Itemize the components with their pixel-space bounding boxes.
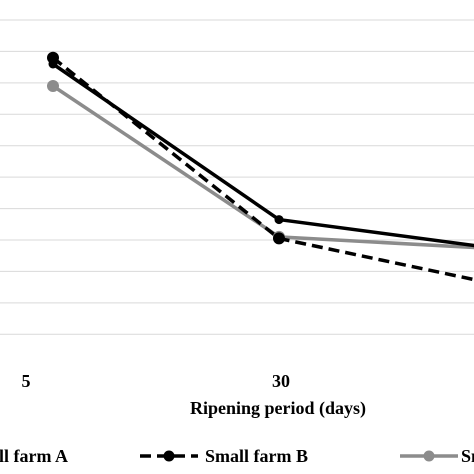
- x-tick-label-30: 30: [272, 371, 290, 391]
- legend-label-small-farm-a: ll farm A: [0, 446, 68, 466]
- legend: ll farm A Small farm B Sm: [0, 446, 474, 466]
- series-1-point-2: [274, 215, 284, 225]
- x-tick-labels: 5 30: [22, 371, 291, 391]
- legend-label-small-farm-c: Sm: [461, 446, 474, 466]
- gridlines: [0, 19, 474, 335]
- legend-marker-small-farm-b: [163, 450, 175, 462]
- x-axis-title: Ripening period (days): [190, 398, 366, 419]
- series-2-line: [51, 56, 474, 282]
- series-1-point-1: [48, 59, 58, 69]
- legend-label-small-farm-b: Small farm B: [205, 446, 308, 466]
- series-2-point-2: [273, 232, 285, 245]
- series-3-point-1: [47, 80, 59, 92]
- series-3-line: [52, 84, 474, 250]
- legend-marker-small-farm-c: [423, 450, 435, 462]
- series-1-line: [52, 62, 474, 248]
- x-tick-label-5: 5: [22, 371, 31, 391]
- series-layer: [47, 51, 474, 282]
